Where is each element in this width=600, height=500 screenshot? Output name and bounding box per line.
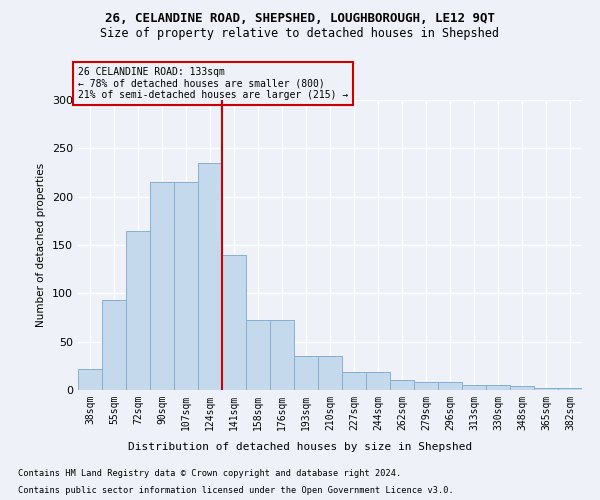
Bar xyxy=(78,368,102,390)
Bar xyxy=(510,386,534,390)
Text: Size of property relative to detached houses in Shepshed: Size of property relative to detached ho… xyxy=(101,28,499,40)
Bar xyxy=(294,356,318,390)
Text: Contains public sector information licensed under the Open Government Licence v3: Contains public sector information licen… xyxy=(18,486,454,495)
Bar xyxy=(102,300,126,390)
Bar xyxy=(246,320,270,390)
Bar xyxy=(318,356,342,390)
Bar xyxy=(174,182,198,390)
Bar xyxy=(342,372,366,390)
Bar xyxy=(438,382,462,390)
Bar xyxy=(222,254,246,390)
Bar xyxy=(486,385,510,390)
Bar xyxy=(198,163,222,390)
Bar xyxy=(270,320,294,390)
Bar xyxy=(390,380,414,390)
Bar xyxy=(150,182,174,390)
Bar xyxy=(558,388,582,390)
Text: Contains HM Land Registry data © Crown copyright and database right 2024.: Contains HM Land Registry data © Crown c… xyxy=(18,468,401,477)
Text: 26, CELANDINE ROAD, SHEPSHED, LOUGHBOROUGH, LE12 9QT: 26, CELANDINE ROAD, SHEPSHED, LOUGHBOROU… xyxy=(105,12,495,26)
Text: Distribution of detached houses by size in Shepshed: Distribution of detached houses by size … xyxy=(128,442,472,452)
Text: 26 CELANDINE ROAD: 133sqm
← 78% of detached houses are smaller (800)
21% of semi: 26 CELANDINE ROAD: 133sqm ← 78% of detac… xyxy=(78,67,348,100)
Bar xyxy=(534,388,558,390)
Bar xyxy=(126,230,150,390)
Bar xyxy=(462,385,486,390)
Y-axis label: Number of detached properties: Number of detached properties xyxy=(37,163,46,327)
Bar xyxy=(366,372,390,390)
Bar xyxy=(414,382,438,390)
